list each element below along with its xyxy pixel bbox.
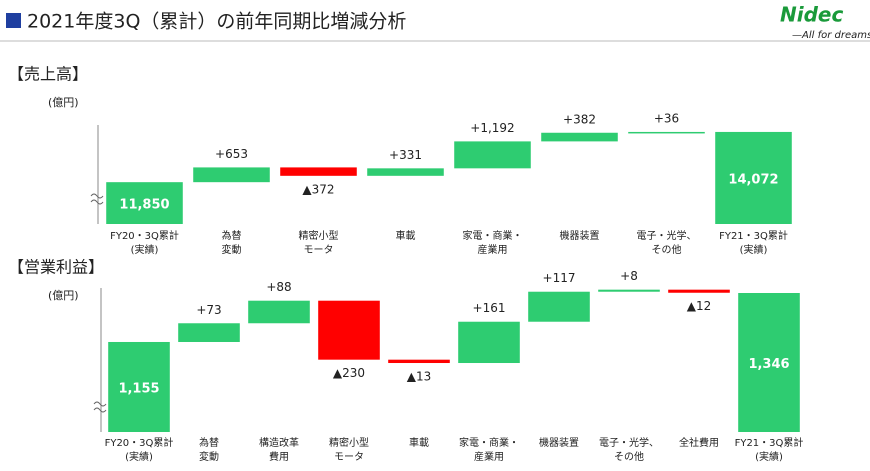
bar — [738, 293, 800, 432]
value-label: +36 — [654, 111, 679, 125]
x-tick-label: FY20・3Q累計 — [110, 229, 179, 242]
bar — [598, 289, 660, 292]
x-tick-label: FY21・3Q累計 — [719, 229, 788, 242]
axis-break — [93, 401, 107, 413]
bar — [280, 167, 357, 176]
x-tick-label: 機器装置 — [560, 229, 600, 242]
x-tick-label: 全社費用 — [679, 436, 719, 449]
value-label: ▲12 — [687, 299, 712, 313]
bar — [388, 359, 450, 364]
x-tick-label: (実績) — [755, 450, 783, 463]
x-tick-label: 車載 — [396, 229, 416, 242]
x-tick-label: 構造改革 — [259, 436, 299, 449]
x-tick-label: モータ — [304, 244, 334, 256]
x-tick-label: FY21・3Q累計 — [735, 436, 804, 449]
x-tick-label: 変動 — [222, 243, 242, 256]
x-tick-label: モータ — [334, 451, 364, 463]
bar — [106, 182, 183, 224]
value-label: +8 — [620, 269, 638, 283]
bar — [668, 289, 730, 293]
x-tick-label: 費用 — [269, 450, 289, 463]
value-label: 11,850 — [119, 198, 169, 213]
x-tick-label: 為替 — [199, 436, 219, 449]
x-tick-label: 家電・商業・ — [459, 436, 519, 449]
value-label: +73 — [196, 303, 221, 317]
value-label: 14,072 — [728, 172, 778, 187]
value-label: ▲372 — [302, 182, 334, 196]
x-tick-label: 産業用 — [474, 450, 504, 463]
bar — [628, 131, 705, 134]
value-label: 1,155 — [118, 381, 159, 396]
x-tick-label: FY20・3Q累計 — [105, 436, 174, 449]
axis-break — [90, 193, 104, 205]
value-label: +117 — [543, 271, 576, 285]
x-tick-label: 精密小型 — [329, 436, 369, 449]
bar — [108, 341, 170, 432]
x-tick-label: 産業用 — [478, 243, 508, 256]
tagline: —All for dreams — [792, 30, 870, 41]
x-tick-label: 電子・光学、 — [599, 436, 659, 449]
value-label: +653 — [215, 147, 248, 161]
bar — [248, 300, 310, 324]
value-label: +1,192 — [470, 121, 514, 135]
bar — [318, 300, 380, 360]
value-label: +88 — [266, 280, 291, 294]
bar — [715, 131, 792, 224]
x-tick-label: 機器装置 — [539, 436, 579, 449]
title-marker — [6, 13, 21, 28]
value-label: ▲13 — [407, 370, 432, 384]
x-tick-label: 精密小型 — [299, 229, 339, 242]
x-tick-label: (実績) — [131, 243, 159, 256]
x-tick-label: 電子・光学、 — [637, 229, 697, 242]
value-label: ▲230 — [333, 366, 365, 380]
bar — [367, 168, 444, 176]
bar — [193, 167, 270, 183]
x-tick-label: 変動 — [199, 450, 219, 463]
bar — [178, 323, 240, 342]
bar — [528, 291, 590, 322]
chart-title: 【営業利益】 — [8, 258, 104, 277]
x-tick-label: その他 — [614, 450, 644, 463]
logo: Nidec — [780, 3, 843, 27]
x-tick-label: その他 — [652, 243, 682, 256]
bar — [458, 321, 520, 364]
value-label: +382 — [563, 112, 596, 126]
value-label: +331 — [389, 148, 422, 162]
bar — [454, 141, 531, 169]
x-tick-label: (実績) — [125, 450, 153, 463]
value-label: +161 — [473, 301, 506, 315]
x-tick-label: 為替 — [222, 229, 242, 242]
x-tick-label: 車載 — [409, 436, 429, 449]
chart-title: 【売上高】 — [8, 65, 88, 84]
unit-label: (億円) — [48, 96, 79, 109]
slide-title: 2021年度3Q（累計）の前年同期比増減分析 — [27, 11, 406, 33]
bar — [541, 132, 618, 142]
x-tick-label: 家電・商業・ — [463, 229, 523, 242]
value-label: 1,346 — [748, 357, 789, 372]
x-tick-label: (実績) — [740, 243, 768, 256]
unit-label: (億円) — [48, 289, 79, 302]
